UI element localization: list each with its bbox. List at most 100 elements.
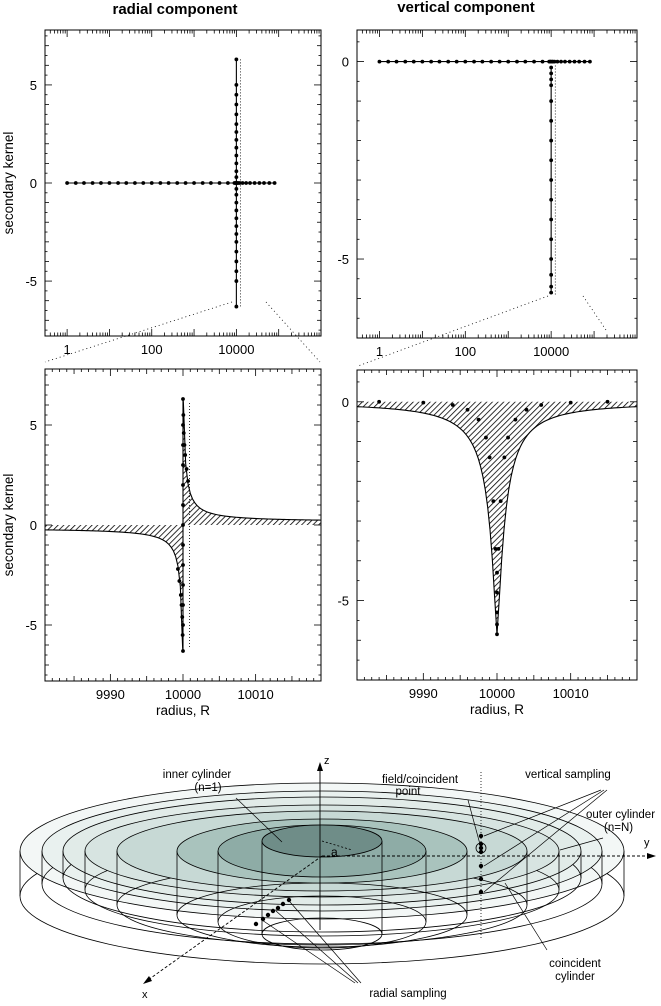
outer-cylinder-label: outer cylinder bbox=[586, 809, 655, 821]
data-point bbox=[209, 181, 213, 185]
data-point bbox=[377, 399, 382, 404]
y-tick-label: 5 bbox=[30, 418, 37, 433]
x-tick-label: 100 bbox=[454, 344, 476, 359]
data-point bbox=[181, 503, 185, 507]
data-point bbox=[248, 181, 252, 185]
data-point bbox=[73, 181, 78, 185]
z-axis-label: z bbox=[324, 755, 330, 767]
radial-component-title: radial component bbox=[112, 1, 237, 18]
cylinder-diagram: z y x a inner cylinder (n=1) field/coinc… bbox=[19, 755, 656, 1001]
radius-a-label: a bbox=[331, 845, 338, 859]
y-axis-label: y bbox=[644, 837, 650, 849]
data-point bbox=[559, 59, 563, 64]
data-point bbox=[523, 59, 528, 64]
data-point bbox=[489, 59, 494, 64]
data-point bbox=[563, 59, 567, 64]
x-tick-label: 10000 bbox=[218, 342, 254, 357]
data-point bbox=[234, 208, 239, 213]
data-point bbox=[82, 181, 86, 185]
y-tick-label: -5 bbox=[25, 274, 37, 289]
data-point bbox=[133, 181, 137, 185]
data-point bbox=[506, 435, 510, 440]
data-point bbox=[234, 239, 239, 244]
data-point bbox=[540, 59, 545, 64]
data-point bbox=[437, 59, 442, 64]
radial-sampling-label: radial sampling bbox=[369, 988, 446, 1000]
data-point bbox=[234, 169, 239, 174]
data-point bbox=[65, 181, 70, 185]
data-point bbox=[183, 453, 188, 457]
data-point bbox=[184, 467, 189, 471]
data-point bbox=[394, 59, 399, 64]
data-point bbox=[181, 413, 186, 417]
data-point bbox=[234, 186, 239, 191]
data-point bbox=[267, 181, 272, 185]
data-point bbox=[506, 59, 511, 64]
data-point bbox=[549, 99, 554, 103]
data-point bbox=[234, 175, 239, 180]
data-point bbox=[429, 59, 434, 64]
data-point bbox=[454, 59, 459, 64]
data-point bbox=[186, 479, 190, 483]
x-tick-label: 9990 bbox=[96, 687, 125, 702]
data-point bbox=[234, 279, 239, 283]
vertical-zoom-chart: 9990 10000 10010 -5 0 radius, R bbox=[337, 369, 638, 717]
hatched-area bbox=[357, 401, 637, 635]
coincident-cylinder-label-2: cylinder bbox=[555, 971, 595, 983]
data-point bbox=[180, 633, 185, 637]
x-tick-label: 10000 bbox=[165, 687, 201, 702]
data-point bbox=[141, 181, 146, 185]
data-point bbox=[257, 181, 262, 185]
data-point bbox=[582, 59, 587, 64]
data-point bbox=[549, 71, 554, 76]
data-point bbox=[549, 138, 554, 143]
data-point bbox=[149, 181, 154, 185]
data-point bbox=[515, 59, 519, 64]
data-point bbox=[403, 59, 408, 64]
data-point bbox=[549, 65, 554, 70]
data-point bbox=[237, 181, 242, 185]
x-tick-label: 9990 bbox=[409, 686, 438, 701]
data-point bbox=[446, 59, 451, 64]
data-point bbox=[532, 59, 536, 64]
data-point bbox=[181, 563, 185, 567]
data-point bbox=[183, 181, 188, 185]
data-point bbox=[234, 249, 239, 254]
vertical-component-title: vertical component bbox=[397, 0, 535, 16]
data-point bbox=[491, 499, 496, 504]
y-tick-label: 0 bbox=[342, 55, 349, 70]
vertical-overview-chart: 1 100 10000 -5 0 bbox=[337, 29, 638, 359]
data-point bbox=[192, 181, 196, 185]
field-point-marker bbox=[475, 842, 487, 854]
data-point bbox=[549, 77, 554, 82]
data-point bbox=[539, 403, 544, 407]
data-point bbox=[524, 407, 529, 412]
x-tick-label: 10010 bbox=[553, 686, 589, 701]
radial-sampling-points bbox=[253, 897, 292, 927]
inner-cylinder-n-label: (n=1) bbox=[194, 782, 221, 794]
x-tick-label: 10010 bbox=[238, 687, 274, 702]
y-tick-label: 0 bbox=[30, 518, 37, 533]
data-point bbox=[497, 59, 502, 64]
data-point bbox=[549, 257, 554, 261]
data-point bbox=[495, 632, 499, 637]
leader-lines bbox=[235, 789, 608, 984]
data-point bbox=[605, 399, 610, 404]
data-point bbox=[180, 615, 185, 619]
data-point bbox=[588, 59, 592, 64]
y-tick-label: 0 bbox=[30, 176, 37, 191]
data-point bbox=[181, 423, 185, 427]
data-point bbox=[181, 463, 185, 467]
y-axis-label: secondary kernel bbox=[1, 474, 16, 577]
data-point bbox=[234, 192, 239, 197]
data-point bbox=[107, 181, 112, 185]
data-point bbox=[234, 269, 239, 274]
data-point bbox=[549, 118, 554, 123]
y-axis-arrow bbox=[647, 853, 656, 859]
data-point bbox=[234, 216, 239, 221]
coincident-cylinder-label-1: coincident bbox=[549, 958, 602, 970]
field-point-label-1: field/coincident bbox=[382, 774, 459, 786]
data-point bbox=[549, 237, 554, 242]
data-point bbox=[572, 59, 577, 64]
